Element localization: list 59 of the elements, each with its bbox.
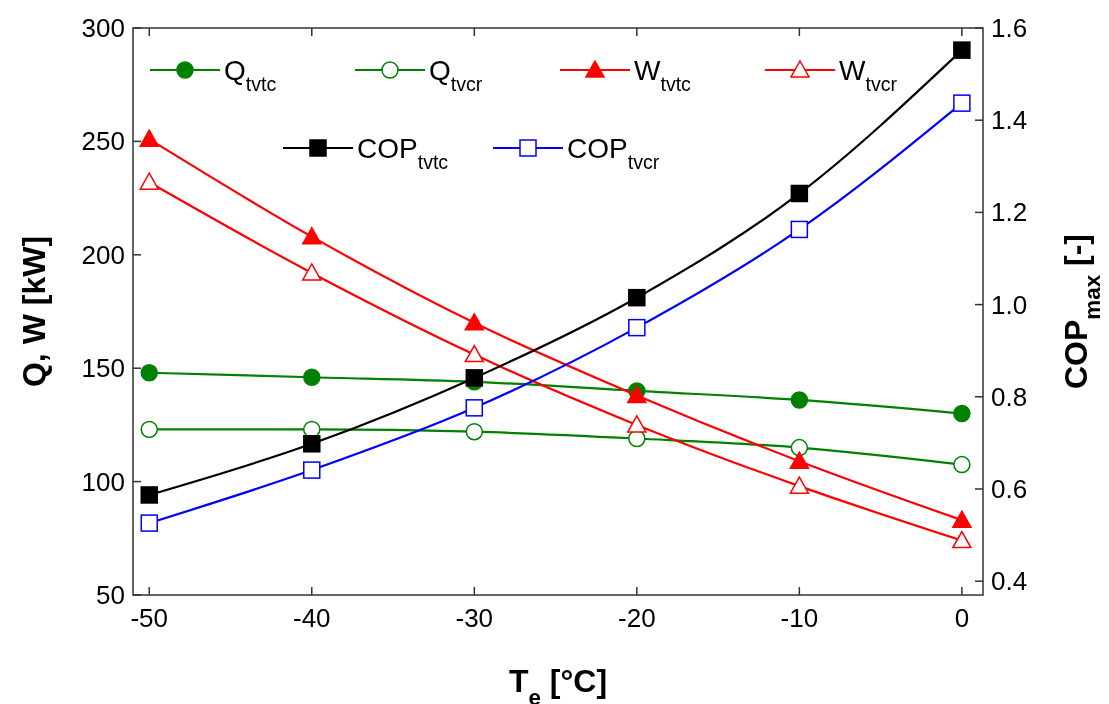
point	[790, 184, 809, 203]
y2-tick-label: 0.4	[991, 566, 1028, 597]
point	[139, 172, 159, 190]
legend-label: Q$_{tvcr}$	[429, 55, 483, 95]
y2-tick-label: 1.2	[991, 197, 1028, 228]
point	[952, 530, 972, 549]
point	[140, 486, 158, 504]
y2-tick-label: 1.0	[991, 289, 1028, 320]
legend-label: W$_{tvcr}$	[839, 55, 898, 95]
point	[790, 438, 809, 457]
y-axis-title: Q, W [kW]	[16, 235, 52, 388]
y-tick-label: 200	[81, 239, 125, 270]
y2-tick-label: 0.8	[991, 381, 1028, 412]
point	[628, 288, 646, 307]
legend-label: COP$_{tvtc}$	[357, 133, 449, 173]
x-tick-label: -50	[130, 603, 169, 633]
point	[303, 368, 321, 387]
x-tick-label: -20	[618, 603, 656, 633]
point	[952, 510, 972, 528]
point	[953, 41, 971, 59]
point	[465, 422, 484, 441]
point	[953, 404, 971, 423]
y2-tick-label: 0.6	[991, 473, 1028, 504]
point	[465, 399, 484, 417]
y-tick-label: 150	[81, 353, 125, 384]
legend-label: COP$_{tvcr}$	[567, 133, 660, 173]
point	[140, 420, 158, 439]
legend-label: W$_{tvtc}$	[634, 55, 692, 95]
point	[464, 344, 485, 363]
point	[139, 129, 159, 147]
point	[789, 451, 810, 469]
point	[302, 263, 322, 281]
point	[953, 94, 971, 112]
point	[627, 415, 647, 433]
point	[465, 369, 484, 387]
point	[140, 514, 158, 532]
point	[790, 220, 809, 239]
point	[140, 363, 158, 382]
point	[303, 461, 321, 479]
y-tick-label: 300	[81, 13, 125, 43]
legend-label: Q$_{tvtc}$	[224, 55, 277, 95]
y-tick-label: 50	[96, 580, 125, 610]
point	[464, 313, 485, 331]
point	[627, 385, 647, 404]
point	[953, 455, 971, 474]
y-tick-label: 100	[81, 466, 125, 497]
x-tick-label: 0	[954, 603, 970, 633]
point	[628, 318, 646, 337]
x-tick-label: -40	[292, 603, 331, 633]
point	[790, 391, 809, 409]
point	[789, 476, 810, 494]
x-tick-label: -10	[780, 603, 819, 633]
x-tick-label: -30	[455, 603, 494, 633]
point	[303, 435, 321, 453]
x-axis-title: T$_{e}$ [°C]	[508, 663, 608, 704]
point	[302, 226, 322, 245]
y2-tick-label: 1.4	[991, 105, 1028, 136]
y2-tick-label: 1.6	[991, 13, 1028, 43]
y-tick-label: 250	[81, 126, 125, 157]
